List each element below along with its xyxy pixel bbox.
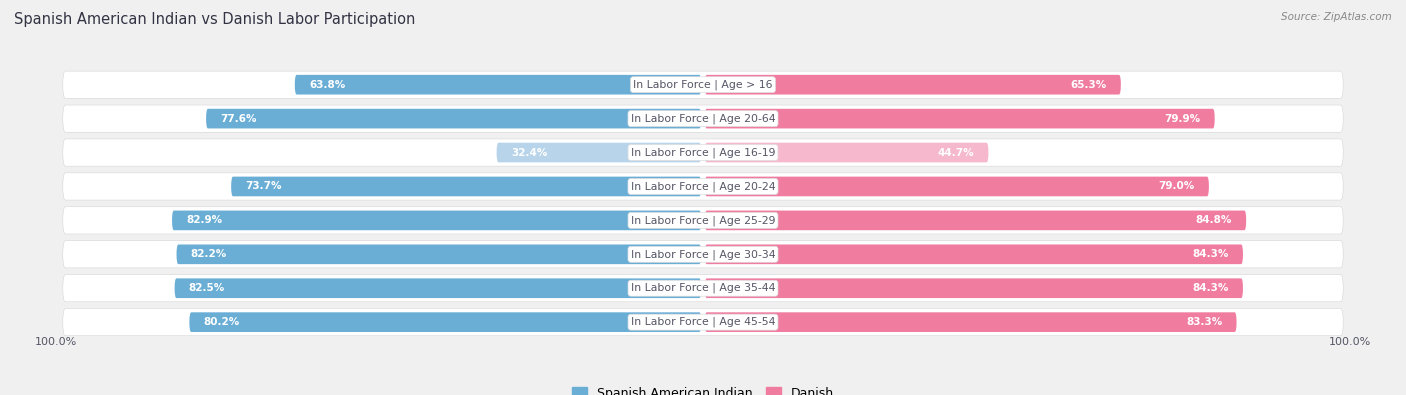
Text: 84.8%: 84.8% [1195,215,1232,226]
FancyBboxPatch shape [295,75,702,94]
FancyBboxPatch shape [63,308,1343,336]
Text: 80.2%: 80.2% [204,317,240,327]
FancyBboxPatch shape [63,173,1343,200]
FancyBboxPatch shape [174,278,702,298]
Legend: Spanish American Indian, Danish: Spanish American Indian, Danish [568,382,838,395]
FancyBboxPatch shape [704,143,988,162]
Text: 82.2%: 82.2% [191,249,226,259]
FancyBboxPatch shape [704,245,1243,264]
Text: 84.3%: 84.3% [1192,283,1229,293]
Text: In Labor Force | Age 25-29: In Labor Force | Age 25-29 [631,215,775,226]
FancyBboxPatch shape [704,211,1246,230]
FancyBboxPatch shape [704,109,1215,128]
FancyBboxPatch shape [704,312,1236,332]
Text: 82.5%: 82.5% [188,283,225,293]
FancyBboxPatch shape [704,177,1209,196]
Text: 100.0%: 100.0% [1329,337,1371,346]
FancyBboxPatch shape [177,245,702,264]
Text: 32.4%: 32.4% [510,148,547,158]
Text: 77.6%: 77.6% [221,114,257,124]
Text: In Labor Force | Age 30-34: In Labor Force | Age 30-34 [631,249,775,260]
Text: 83.3%: 83.3% [1187,317,1222,327]
Text: In Labor Force | Age 45-54: In Labor Force | Age 45-54 [631,317,775,327]
Text: 82.9%: 82.9% [186,215,222,226]
Text: 79.9%: 79.9% [1164,114,1201,124]
Text: In Labor Force | Age > 16: In Labor Force | Age > 16 [633,79,773,90]
FancyBboxPatch shape [231,177,702,196]
FancyBboxPatch shape [63,139,1343,166]
Text: 65.3%: 65.3% [1070,80,1107,90]
Text: Spanish American Indian vs Danish Labor Participation: Spanish American Indian vs Danish Labor … [14,12,415,27]
Text: 100.0%: 100.0% [35,337,77,346]
FancyBboxPatch shape [704,75,1121,94]
Text: In Labor Force | Age 20-64: In Labor Force | Age 20-64 [631,113,775,124]
Text: Source: ZipAtlas.com: Source: ZipAtlas.com [1281,12,1392,22]
FancyBboxPatch shape [63,275,1343,302]
Text: In Labor Force | Age 20-24: In Labor Force | Age 20-24 [631,181,775,192]
Text: 79.0%: 79.0% [1159,181,1195,192]
Text: 73.7%: 73.7% [246,181,281,192]
FancyBboxPatch shape [63,105,1343,132]
FancyBboxPatch shape [63,207,1343,234]
FancyBboxPatch shape [207,109,702,128]
FancyBboxPatch shape [496,143,702,162]
Text: 63.8%: 63.8% [309,80,346,90]
Text: In Labor Force | Age 16-19: In Labor Force | Age 16-19 [631,147,775,158]
FancyBboxPatch shape [190,312,702,332]
FancyBboxPatch shape [172,211,702,230]
Text: 84.3%: 84.3% [1192,249,1229,259]
Text: 44.7%: 44.7% [938,148,974,158]
FancyBboxPatch shape [63,241,1343,268]
FancyBboxPatch shape [63,71,1343,98]
FancyBboxPatch shape [704,278,1243,298]
Text: In Labor Force | Age 35-44: In Labor Force | Age 35-44 [631,283,775,293]
